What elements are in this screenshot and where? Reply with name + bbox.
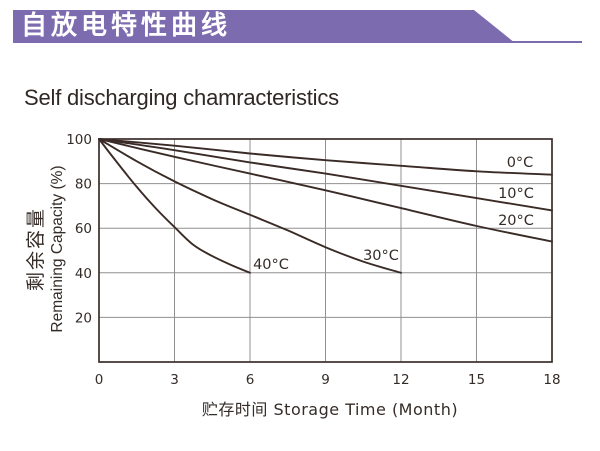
curve-label-0°C: 0°C <box>507 155 534 171</box>
x-tick-label-6: 6 <box>246 372 255 388</box>
y-tick-label-80: 80 <box>75 177 92 193</box>
x-tick-label-0: 0 <box>95 372 104 388</box>
curve-0°C <box>98 138 553 176</box>
y-axis-title-english: Remaining Capacity (%) <box>49 165 66 333</box>
y-tick-label-60: 60 <box>75 221 92 237</box>
y-axis-title: 剩余容量 Remaining Capacity (%) <box>25 129 69 369</box>
y-tick-label-20: 20 <box>75 310 92 326</box>
chart-heading: Self discharging chamracteristics <box>24 85 339 110</box>
banner-title: 自放电特性曲线 <box>21 11 232 41</box>
curve-label-20°C: 20°C <box>498 213 534 229</box>
x-tick-label-3: 3 <box>170 372 179 388</box>
x-tick-label-9: 9 <box>321 372 330 388</box>
x-tick-label-12: 12 <box>392 372 409 388</box>
x-axis-title: 贮存时间 Storage Time (Month) <box>201 400 459 419</box>
x-tick-label-15: 15 <box>468 372 485 388</box>
curve-40°C <box>98 138 251 274</box>
section-banner: 自放电特性曲线 <box>13 10 515 43</box>
curve-30°C <box>98 138 402 274</box>
y-axis-title-chinese: 剩余容量 <box>25 207 47 292</box>
y-tick-label-40: 40 <box>75 266 92 282</box>
y-tick-label-100: 100 <box>66 132 92 148</box>
curve-label-10°C: 10°C <box>498 186 534 202</box>
curve-label-40°C: 40°C <box>253 257 289 273</box>
x-tick-label-18: 18 <box>543 372 560 388</box>
banner-tail-line <box>511 40 582 43</box>
curve-label-30°C: 30°C <box>363 248 399 264</box>
curve-20°C <box>98 138 553 243</box>
plot-border <box>98 138 553 363</box>
curve-10°C <box>98 138 553 212</box>
